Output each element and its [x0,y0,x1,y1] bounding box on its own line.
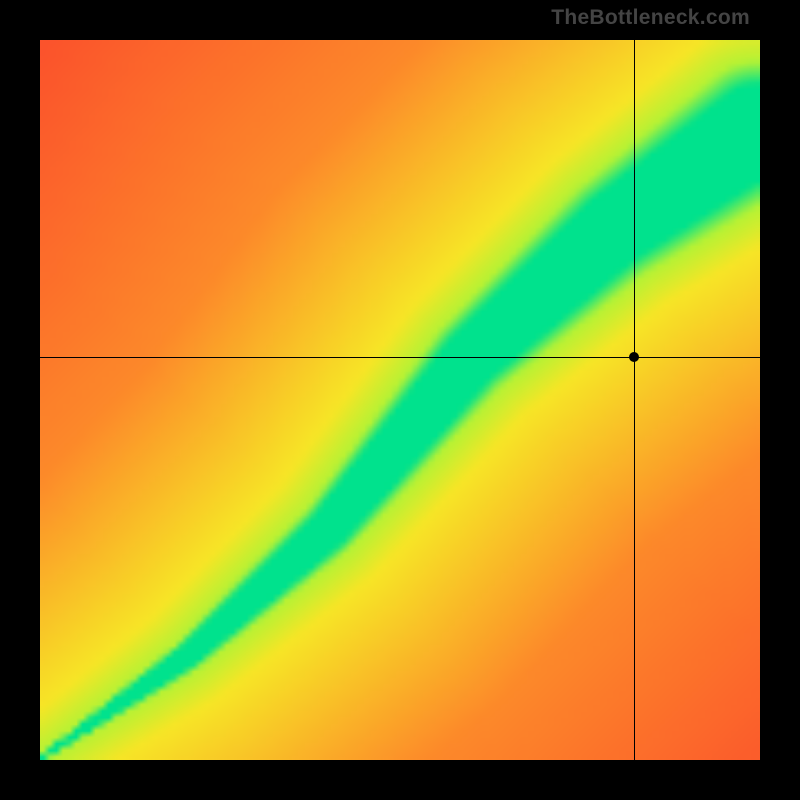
crosshair-horizontal [40,357,760,358]
crosshair-vertical [634,40,635,760]
marker-point [629,352,639,362]
heatmap-plot [40,40,760,760]
heatmap-canvas [40,40,760,760]
watermark-text: TheBottleneck.com [551,6,750,30]
